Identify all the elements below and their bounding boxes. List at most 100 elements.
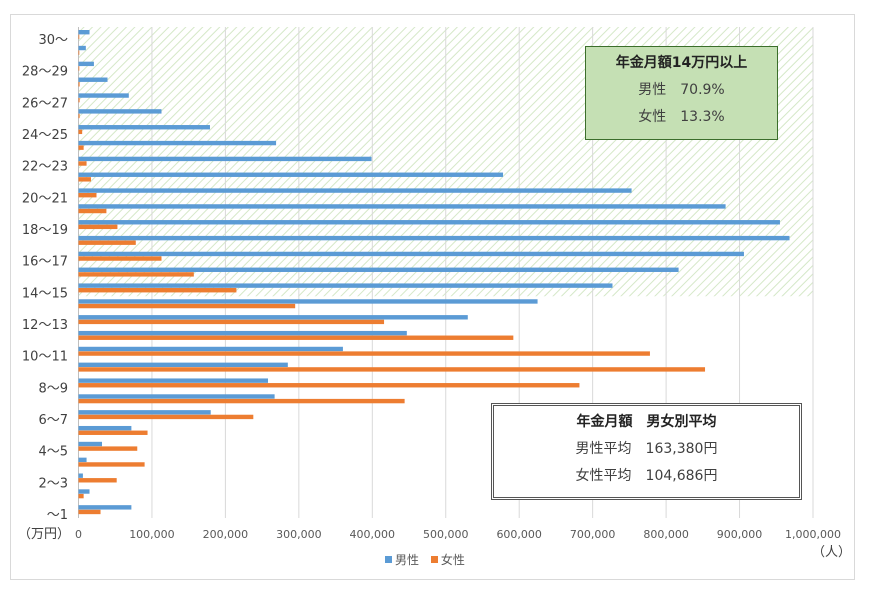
y-tick-label: 18～19 [22, 223, 68, 238]
bar-male [78, 425, 132, 431]
row-label: 女性平均 [575, 468, 632, 484]
bar-male [78, 457, 87, 463]
bar-female [78, 351, 650, 356]
bar-female [78, 398, 405, 404]
row-value: 163,380円 [645, 441, 718, 457]
bar-male [78, 109, 162, 114]
y-tick-label: 16～17 [22, 255, 68, 270]
bar-female [78, 34, 80, 39]
bar-male [78, 489, 90, 494]
annotation-row-male: 男性平均 163,380円 [494, 436, 799, 463]
bar-male [78, 315, 468, 320]
x-tick-label: 800,000 [643, 528, 689, 541]
bar-female [78, 256, 162, 261]
legend-swatch [430, 556, 438, 563]
y-tick-label: 12～13 [22, 318, 68, 333]
bar-female [78, 66, 80, 71]
bar-female [78, 509, 101, 515]
y-tick-label: 14～15 [22, 286, 68, 301]
bar-female [78, 319, 385, 325]
x-tick-label: 600,000 [496, 528, 542, 541]
bar-male [78, 251, 744, 257]
bar-male [78, 378, 269, 383]
bar-male [78, 188, 632, 193]
annotation-average: 年金月額 男女別平均 男性平均 163,380円 女性平均 104,686円 [491, 403, 802, 500]
y-tick-label: 20～21 [22, 191, 68, 206]
x-tick-label: 1,000,000 [785, 528, 841, 541]
bar-female [78, 478, 117, 483]
row-label: 女性 [638, 109, 667, 125]
bar-female [78, 208, 107, 214]
bar-female [78, 82, 80, 87]
legend-item-male: 男性 [385, 553, 423, 567]
legend: 男性 女性 [385, 551, 473, 568]
bar-female [78, 177, 91, 182]
x-axis-unit: （人） [812, 545, 851, 560]
bar-female [78, 462, 145, 467]
bar-male [78, 77, 108, 82]
legend-label: 男性 [395, 553, 420, 567]
bar-female [78, 414, 254, 420]
bar-male [78, 346, 343, 352]
annotation-over-14man: 年金月額14万円以上 男性 70.9% 女性 13.3% [585, 46, 778, 140]
x-tick-label: 200,000 [203, 528, 249, 541]
bar-female [78, 145, 84, 150]
bar-female [78, 240, 136, 245]
bar-male [78, 30, 90, 35]
bar-female [78, 161, 87, 166]
bar-male [78, 505, 132, 510]
bar-female [78, 129, 83, 135]
legend-label: 女性 [440, 553, 465, 567]
bar-female [78, 446, 138, 451]
bar-female [78, 272, 194, 277]
y-tick-label: 6～7 [38, 413, 68, 428]
legend-item-female: 女性 [430, 553, 469, 567]
bar-male [78, 220, 780, 225]
bar-male [78, 125, 210, 130]
x-tick-label: 300,000 [276, 528, 322, 541]
x-tick-label: 0 [75, 528, 82, 541]
bar-female [78, 383, 580, 388]
bar-male [78, 140, 277, 146]
row-value: 70.9% [680, 82, 725, 98]
annotation-row-female: 女性平均 104,686円 [494, 463, 799, 490]
bar-female [78, 97, 80, 103]
bar-female [78, 493, 84, 499]
bar-male [78, 394, 275, 399]
bar-female [78, 430, 148, 435]
y-tick-label: 8～9 [38, 381, 68, 396]
bar-female [78, 224, 118, 230]
y-tick-label: 10～11 [22, 350, 68, 365]
annotation-title: 年金月額 男女別平均 [576, 414, 717, 430]
bar-male [78, 61, 94, 67]
x-tick-label: 100,000 [129, 528, 175, 541]
bar-male [78, 362, 288, 368]
y-tick-label: 30～ [38, 33, 68, 48]
bar-male [78, 441, 103, 447]
bar-female [78, 288, 237, 293]
bar-male [78, 172, 504, 177]
bar-female [78, 192, 97, 198]
bar-male [78, 204, 726, 209]
y-tick-label: 28～29 [22, 65, 68, 80]
x-tick-label: 900,000 [717, 528, 763, 541]
bar-male [78, 45, 86, 51]
x-tick-label: 700,000 [570, 528, 616, 541]
row-label: 男性平均 [575, 441, 632, 457]
y-tick-label: ～1 [47, 508, 68, 523]
bar-male [78, 283, 613, 288]
row-value: 13.3% [680, 109, 725, 125]
bar-female [78, 367, 706, 372]
bar-female [78, 113, 80, 119]
x-tick-label: 500,000 [423, 528, 469, 541]
chart-frame [10, 14, 855, 580]
bar-male [78, 330, 407, 336]
bar-male [78, 410, 211, 415]
bar-female [78, 50, 80, 55]
row-value: 104,686円 [645, 468, 718, 484]
annotation-row-female: 女性 13.3% [586, 104, 777, 131]
legend-swatch [385, 556, 392, 563]
row-label: 男性 [638, 82, 667, 98]
y-tick-label: 4～5 [38, 445, 68, 460]
bar-male [78, 156, 372, 162]
